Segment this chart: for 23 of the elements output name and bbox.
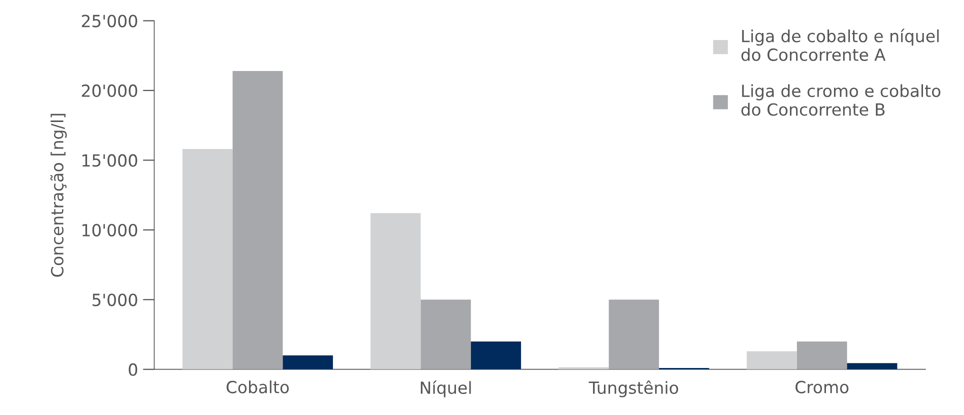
y-tick-label: 5'000 <box>92 294 138 306</box>
bar <box>370 213 421 370</box>
x-tick-label: Níquel <box>420 380 471 398</box>
bar <box>796 341 848 370</box>
bar <box>182 149 233 370</box>
x-tick-label: Cromo <box>796 380 848 394</box>
y-tick-label: 25'000 <box>82 14 138 28</box>
y-tick-label: 15'000 <box>82 154 138 167</box>
x-tick-label: Tungstênio <box>588 380 678 398</box>
bar <box>420 300 471 370</box>
bar <box>282 355 333 370</box>
y-tick-label: 20'000 <box>82 84 138 98</box>
y-tick-label: 0 <box>128 363 138 376</box>
y-axis-title: Concentração [ng/l] <box>50 114 67 277</box>
bar <box>232 70 283 370</box>
bar <box>608 300 659 370</box>
y-tick-label: 10'000 <box>82 224 138 236</box>
bar <box>746 351 797 370</box>
bar <box>470 341 522 370</box>
legend-label: Liga de cromo e cobalto do Concorrente B <box>741 84 940 116</box>
legend-label: Liga de cobalto e níquel do Concorrente A <box>741 28 939 62</box>
x-tick-label: Cobalto <box>226 380 289 394</box>
bar <box>847 363 898 370</box>
